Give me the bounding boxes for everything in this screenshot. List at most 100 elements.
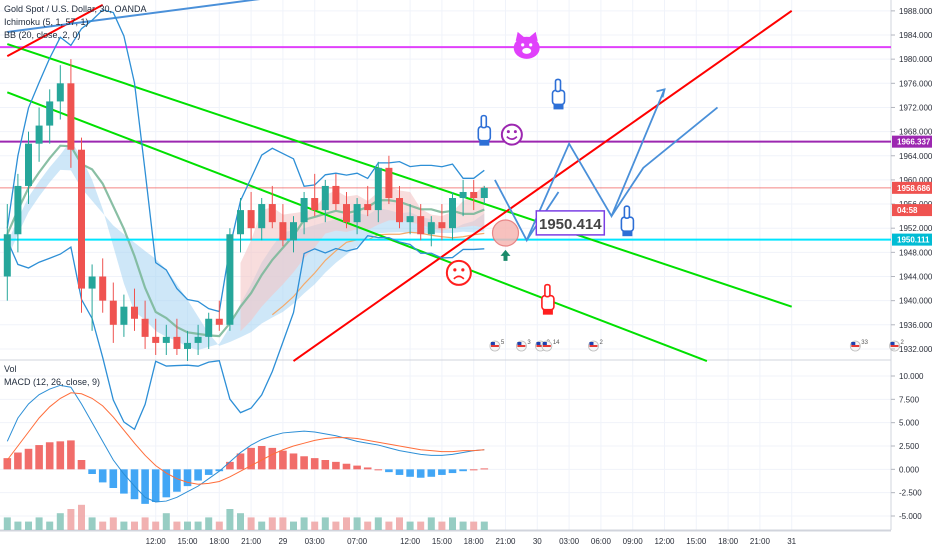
volume-bar [417, 521, 425, 530]
pointing-hand-icon [477, 125, 492, 142]
volume-bar [205, 517, 213, 530]
pointing-hand-icon-cuff [479, 140, 490, 146]
candle-body [56, 83, 64, 102]
macd-label[interactable]: MACD (12, 26, close, 9) [4, 377, 101, 387]
candle-body [141, 318, 149, 337]
candle-body [184, 342, 191, 349]
macd-histogram-bar [98, 469, 107, 483]
event-flag-canton [536, 342, 541, 345]
indicator-bollinger[interactable]: BB (20, close, 2, 0) [4, 30, 81, 40]
volume-bar [353, 517, 361, 530]
macd-histogram-bar [268, 447, 277, 470]
bb-upper [6, 9, 485, 313]
volume-bar [364, 521, 372, 530]
volume-bar [152, 521, 160, 530]
sad-eye-icon [461, 268, 465, 272]
macd-indicator [3, 384, 489, 504]
pointing-hand-red-icon-cuff [542, 309, 553, 315]
time-tick-label: 18:00 [209, 537, 230, 546]
volume-label[interactable]: Vol [4, 364, 17, 374]
macd-histogram-bar [257, 446, 266, 470]
time-tick-label: 18:00 [464, 537, 485, 546]
macd-histogram-bar [300, 456, 308, 470]
macd-histogram-bar [247, 447, 255, 470]
candle-body [14, 185, 22, 235]
pointing-hand-icon-finger [480, 114, 488, 129]
macd-histogram-bar [183, 469, 192, 487]
macd-histogram-bar [24, 448, 33, 470]
macd-tick-label: 7.500 [899, 395, 920, 404]
volume-bar [406, 521, 414, 530]
event-count-label: 33 [861, 340, 868, 346]
volume-bar [78, 504, 85, 530]
macd-histogram-bar [438, 469, 446, 475]
volume-bar [25, 521, 32, 530]
candle-body [46, 101, 54, 126]
volume-bar [215, 521, 223, 530]
candle-body [332, 185, 340, 205]
macd-histogram-bar [141, 469, 149, 504]
bb-lower [6, 234, 485, 431]
macd-histogram-bar [45, 442, 54, 470]
pointing-hand-icon [551, 89, 566, 106]
indicator-ichimoku[interactable]: Ichimoku (5, 1, 57, 1) [4, 17, 89, 27]
candle-body [194, 336, 202, 343]
macd-histogram-bar [215, 469, 224, 472]
macd-histogram-bar [448, 469, 457, 474]
macd-histogram-bar [459, 469, 467, 472]
time-tick-label: 03:00 [559, 537, 580, 546]
time-tick-label: 21:00 [241, 537, 262, 546]
bollinger-bands [6, 9, 485, 431]
trend-line [6, 43, 793, 308]
kijun-line [6, 144, 485, 338]
price-tick-label: 1980.000 [899, 55, 932, 64]
pig-eye-icon [521, 43, 525, 47]
volume-bar [396, 517, 403, 530]
candle-body [173, 336, 181, 349]
time-tick-label: 21:00 [495, 537, 516, 546]
volume-bar [131, 521, 138, 530]
volume-bar [332, 521, 340, 530]
time-tick-label: 12:00 [400, 537, 421, 546]
event-count-label: 2 [901, 340, 905, 346]
time-tick-label: 12:00 [654, 537, 675, 546]
candle-body [300, 198, 308, 223]
volume-bar [88, 517, 96, 530]
volume-bar [470, 521, 478, 530]
candle-body [226, 234, 234, 325]
macd-histogram-bar [395, 469, 404, 475]
candle-body [237, 210, 244, 235]
macd-histogram-bar [77, 460, 86, 470]
macd-histogram-bar [279, 450, 287, 470]
price-badge-label: 1966.337 [897, 138, 931, 147]
candle-body [3, 234, 11, 277]
time-tick-label: 07:00 [347, 537, 368, 546]
candle-body [343, 204, 350, 223]
annotation-label: 1950.414 [539, 216, 602, 233]
macd-tick-label: 2.500 [899, 442, 920, 451]
pig-eye-icon [529, 43, 533, 47]
macd-histogram-bar [289, 453, 298, 470]
candle-body [290, 222, 297, 241]
event-flag-canton [542, 342, 547, 345]
macd-histogram-bar [226, 461, 234, 470]
volume-bar [480, 521, 488, 530]
event-flag-stripe [517, 345, 526, 347]
volume-bar [3, 517, 11, 530]
candle-body [247, 210, 255, 229]
event-flag-canton [517, 342, 522, 345]
event-flag-stripe [490, 345, 499, 347]
event-count-label: 3 [527, 340, 531, 346]
macd-histogram-bar [173, 469, 181, 492]
time-tick-label: 06:00 [591, 537, 612, 546]
annotation-box [535, 210, 606, 236]
macd-histogram-bar [332, 461, 340, 470]
macd-histogram-bar [321, 460, 330, 470]
macd-histogram-bar [427, 469, 436, 477]
pointing-hand-red-icon [541, 294, 555, 311]
volume-bars [3, 504, 488, 530]
price-tick-label: 1988.000 [899, 7, 932, 16]
volume-bar [343, 517, 350, 530]
highlight-circle-icon [491, 219, 520, 247]
